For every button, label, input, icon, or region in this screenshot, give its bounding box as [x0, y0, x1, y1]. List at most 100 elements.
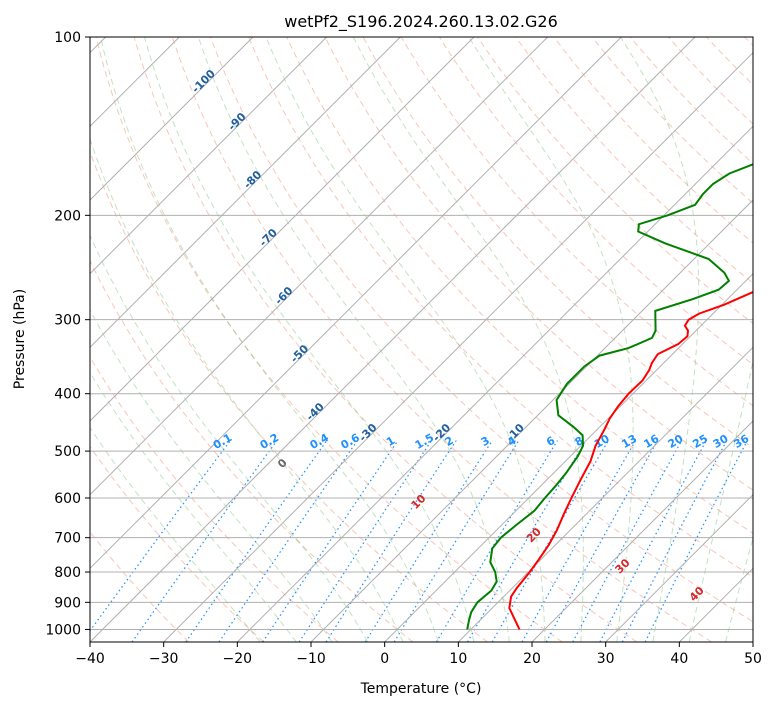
isotherm-grid-line: [384, 272, 753, 642]
dry-adiabat-line: [706, 37, 753, 86]
mixing-ratio-line: [393, 440, 520, 642]
isotherm-label: -70: [257, 226, 280, 249]
isotherm-label: -40: [304, 400, 327, 423]
y-tick-label: 300: [54, 313, 81, 329]
mixing-ratio-label: 2: [443, 434, 456, 449]
mixing-ratio-line: [599, 440, 707, 642]
y-tick-label: 1000: [45, 622, 81, 638]
isotherm-grid-line: [90, 37, 696, 642]
mixing-ratio-label: 0.4: [308, 431, 332, 452]
moist-adiabat-line: [144, 37, 475, 642]
plot-frame: [89, 36, 754, 643]
isotherm-grid-line: [752, 641, 753, 642]
y-axis: 100 200 300 400 500 600 700 800 900 1000: [45, 30, 90, 638]
temperature-profile-line: [508, 290, 753, 630]
mixing-ratio-line: [572, 440, 683, 642]
moist-adiabat-label: 40: [687, 584, 707, 604]
isotherm-grid-line: [457, 346, 753, 642]
dry-adiabat-line: [629, 37, 753, 165]
isotherm-grid-line: [678, 567, 753, 642]
grid-lines: [90, 37, 753, 642]
moist-adiabat-line: [265, 37, 546, 642]
isotherm-label: -80: [241, 168, 264, 191]
moist-adiabat-line: [468, 37, 634, 642]
x-tick-label: −40: [75, 651, 105, 667]
mixing-ratio-line: [644, 440, 748, 642]
dry-adiabat-line: [515, 37, 753, 284]
y-tick-label: 900: [54, 595, 81, 611]
mixing-ratio-label: 13: [619, 432, 639, 451]
dry-adiabat-line: [95, 37, 563, 642]
moist-adiabat-line: [90, 308, 333, 642]
y-tick-label: 200: [54, 208, 81, 224]
x-tick-label: 0: [380, 651, 389, 667]
y-tick-label: 700: [54, 531, 81, 547]
isotherm-grid-line: [236, 125, 753, 642]
isotherm-grid-line: [605, 493, 753, 642]
isotherm-grid-line: [90, 37, 401, 349]
isotherm-grid-line: [531, 420, 753, 642]
dry-adiabat-line: [90, 259, 414, 642]
x-tick-label: −30: [149, 651, 179, 667]
moist-adiabat-line: [90, 137, 404, 642]
isotherm-label: -90: [225, 110, 248, 133]
x-tick-label: −10: [296, 651, 326, 667]
background-lines: [90, 37, 753, 642]
isotherm-grid-line: [90, 37, 622, 570]
dry-adiabat-line: [90, 150, 488, 642]
dry-adiabat-line: [438, 37, 753, 365]
dry-adiabat-line: [591, 37, 753, 204]
mixing-ratio-line: [185, 440, 328, 642]
dry-adiabat-line: [477, 37, 753, 325]
mixing-ratio-label: 0.1: [211, 431, 234, 452]
x-tick-label: 20: [523, 651, 541, 667]
mixing-ratio-label: 1: [384, 434, 397, 449]
mixing-ratio-label: 3: [479, 434, 492, 449]
x-tick-label: 40: [670, 651, 688, 667]
dry-adiabat-line: [553, 37, 753, 244]
dry-adiabat-line: [210, 37, 753, 623]
moist-adiabat-line: [90, 426, 261, 642]
x-axis-title: Temperature (°C): [360, 681, 482, 697]
moist-adiabat-line: [90, 371, 297, 642]
isotherm-grid-line: [90, 37, 475, 422]
mixing-ratio-line: [435, 440, 558, 642]
x-tick-label: −20: [223, 651, 253, 667]
isotherm-grid-line: [163, 51, 753, 642]
dry-adiabat-line: [90, 356, 339, 642]
dry-adiabat-line: [324, 37, 753, 491]
dry-adiabat-line: [90, 531, 190, 642]
moist-adiabat-label: 30: [613, 556, 633, 576]
mixing-ratio-label: 6: [544, 434, 557, 449]
x-tick-label: 50: [744, 651, 762, 667]
moist-adiabat-line: [725, 536, 753, 642]
isotherm-grid-line: [90, 37, 254, 201]
moist-adiabat-line: [688, 358, 753, 642]
y-tick-label: 600: [54, 491, 81, 507]
mixing-ratio-label: 36: [732, 432, 752, 451]
dry-adiabat-line: [133, 37, 638, 642]
y-tick-label: 500: [54, 444, 81, 460]
mixing-ratio-line: [131, 440, 278, 642]
dry-adiabat-line: [400, 37, 753, 407]
mixing-ratio-label: 20: [666, 432, 686, 451]
isotherm-grid-line: [90, 37, 549, 496]
mixing-ratio-line: [90, 440, 231, 632]
chart-title: wetPf2_S196.2024.260.13.02.G26: [284, 12, 558, 32]
y-tick-label: 400: [54, 387, 81, 403]
moist-adiabat-line: [620, 37, 700, 642]
moist-adiabat-label: 0: [275, 456, 290, 471]
mixing-ratio-line: [621, 440, 728, 642]
isotherm-grid-line: [310, 199, 753, 642]
x-tick-label: 10: [449, 651, 467, 667]
isotherm-label: -50: [288, 342, 311, 365]
x-axis: −40 −30 −20 −10 0 10 20 30 40 50: [75, 642, 762, 667]
moist-adiabat-line: [90, 234, 369, 642]
mixing-ratio-line: [218, 440, 358, 642]
y-tick-label: 800: [54, 565, 81, 581]
dry-adiabat-line: [248, 37, 753, 578]
x-tick-label: 30: [597, 651, 615, 667]
y-tick-label: 100: [54, 30, 81, 46]
dewpoint-profile-line: [466, 163, 753, 630]
